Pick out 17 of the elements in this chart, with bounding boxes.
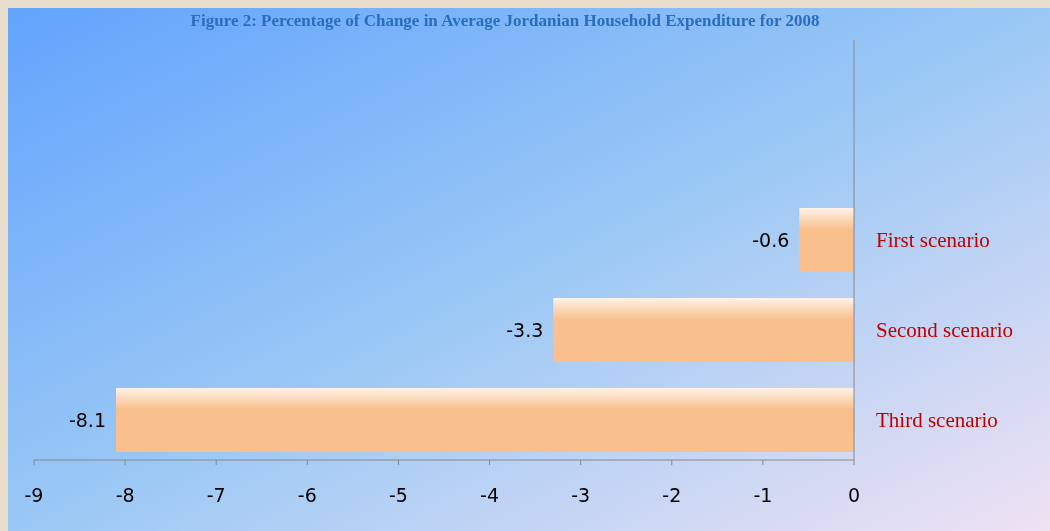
- data-label: -8.1: [68, 408, 106, 431]
- x-tick-label: -6: [297, 484, 317, 506]
- y-tick-label: First scenario: [876, 228, 990, 253]
- data-label: -0.6: [752, 228, 790, 251]
- y-tick-label: Third scenario: [876, 408, 998, 433]
- chart-title: Figure 2: Percentage of Change in Average Jordanian Household Expenditure for 2008: [190, 11, 820, 30]
- x-tick-label: -7: [206, 484, 226, 506]
- x-tick-label: -9: [24, 484, 44, 506]
- x-tick-label: -3: [571, 484, 591, 506]
- x-tick-label: 0: [847, 484, 861, 506]
- y-tick-label: Second scenario: [876, 318, 1014, 343]
- data-label: -3.3: [506, 318, 544, 341]
- x-tick-label: -8: [115, 484, 135, 506]
- x-tick-label: -5: [388, 484, 408, 506]
- x-tick-label: -1: [753, 484, 773, 506]
- x-tick-label: -2: [662, 484, 682, 506]
- x-tick-label: -4: [480, 484, 500, 506]
